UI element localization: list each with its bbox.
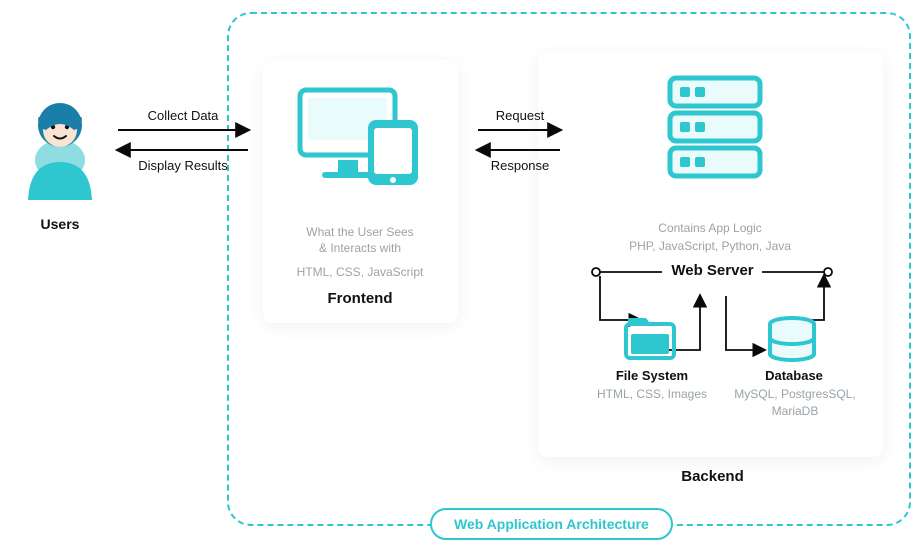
backend-section-label: Backend: [660, 468, 765, 485]
label-request: Request: [470, 108, 570, 123]
filesystem-title: File System: [598, 368, 706, 383]
folder-icon: [626, 318, 674, 358]
frontend-title: Frontend: [270, 290, 450, 307]
webserver-title: Web Server: [660, 262, 765, 279]
container-title-pill: Web Application Architecture: [430, 508, 673, 540]
frontend-tech: HTML, CSS, JavaScript: [270, 264, 450, 281]
database-icon: [770, 318, 814, 360]
arrows-frontend-backend: [478, 130, 560, 150]
users-icon: [28, 103, 92, 200]
frontend-desc1: What the User Sees: [270, 224, 450, 241]
frontend-desc2: & Interacts with: [270, 240, 450, 257]
backend-tech: PHP, JavaScript, Python, Java: [600, 238, 820, 255]
backend-desc: Contains App Logic: [610, 220, 810, 237]
server-icon: [670, 78, 760, 176]
container-title: Web Application Architecture: [454, 516, 649, 532]
arrows-users-frontend: [118, 130, 248, 150]
users-label: Users: [20, 216, 100, 232]
database-tech: MySQL, PostgresSQL, MariaDB: [728, 386, 862, 420]
label-response: Response: [470, 158, 570, 173]
filesystem-tech: HTML, CSS, Images: [585, 386, 719, 403]
label-collect-data: Collect Data: [118, 108, 248, 123]
database-title: Database: [740, 368, 848, 383]
diagram-svg: [0, 0, 921, 548]
label-display-results: Display Results: [118, 158, 248, 173]
monitor-icon: [300, 90, 418, 185]
